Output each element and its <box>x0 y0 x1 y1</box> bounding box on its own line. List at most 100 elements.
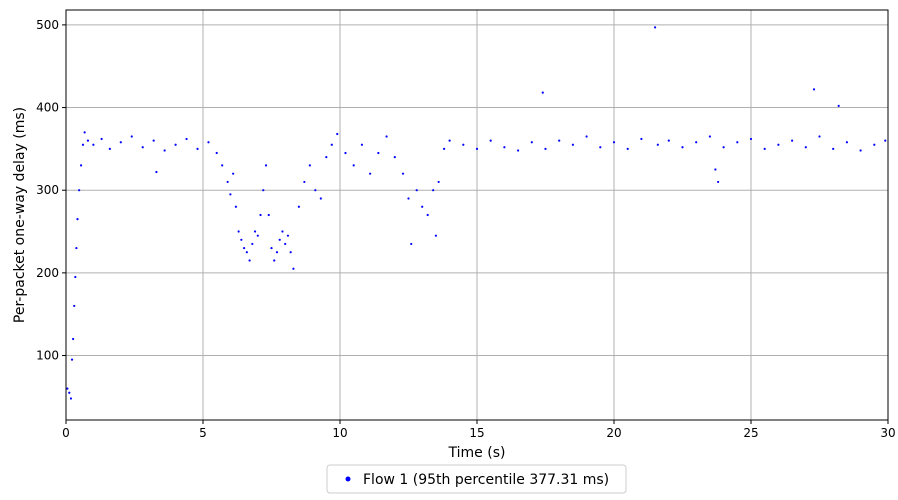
y-tick-label: 100 <box>36 349 59 363</box>
data-point <box>736 141 739 144</box>
data-point <box>73 304 76 308</box>
data-point <box>100 137 103 141</box>
data-point <box>708 135 712 138</box>
data-point <box>226 180 229 184</box>
x-tick-label: 25 <box>743 426 758 440</box>
data-point <box>86 139 90 142</box>
data-point <box>336 132 339 136</box>
data-point <box>207 141 210 144</box>
data-point <box>448 139 451 142</box>
data-point <box>415 189 418 192</box>
data-point <box>777 143 780 146</box>
data-point <box>544 147 547 150</box>
data-point <box>717 180 720 184</box>
data-point <box>108 147 111 150</box>
data-point <box>66 387 69 390</box>
data-point <box>558 139 561 142</box>
data-point <box>360 143 364 146</box>
data-point <box>74 275 77 279</box>
data-point <box>832 147 835 150</box>
data-point <box>155 170 158 174</box>
data-point <box>278 238 281 241</box>
x-tick-label: 10 <box>332 426 347 440</box>
data-point <box>837 104 840 107</box>
data-point <box>259 213 262 217</box>
data-point <box>248 259 251 262</box>
data-point <box>462 143 465 146</box>
data-point <box>818 135 821 138</box>
data-point <box>722 146 725 149</box>
data-point <box>489 139 492 142</box>
data-point <box>884 139 887 142</box>
data-point <box>69 397 73 400</box>
data-point <box>275 251 279 254</box>
data-point <box>83 131 86 134</box>
data-point <box>251 242 254 246</box>
data-point <box>517 149 520 152</box>
data-point <box>273 259 276 262</box>
data-point <box>76 218 79 221</box>
data-point <box>130 135 133 138</box>
x-tick-label: 20 <box>606 426 621 440</box>
data-point <box>432 189 435 192</box>
data-point <box>626 147 629 150</box>
data-point <box>407 197 410 200</box>
data-point <box>234 205 237 208</box>
data-point <box>185 137 188 141</box>
data-point <box>352 164 355 167</box>
x-tick-label: 15 <box>469 426 484 440</box>
data-point <box>845 141 849 144</box>
y-tick-label: 300 <box>36 183 59 197</box>
data-point <box>503 146 506 149</box>
data-point <box>119 141 122 144</box>
data-point <box>215 151 218 155</box>
data-point <box>401 172 405 175</box>
data-point <box>75 246 78 250</box>
legend-marker <box>345 476 351 482</box>
data-point <box>267 213 270 217</box>
data-point <box>245 251 248 254</box>
data-point <box>695 141 698 144</box>
data-point <box>654 26 657 29</box>
data-point <box>749 137 753 141</box>
grid <box>65 10 889 420</box>
data-point <box>325 156 328 159</box>
data-point <box>174 143 177 146</box>
data-point <box>541 91 544 94</box>
x-tick-label: 5 <box>199 426 207 440</box>
data-point <box>253 230 257 233</box>
data-point <box>72 337 75 341</box>
data-point <box>681 146 684 149</box>
data-point <box>393 156 396 159</box>
data-point <box>292 267 295 270</box>
legend: Flow 1 (95th percentile 377.31 ms) <box>326 464 627 494</box>
data-point <box>369 172 372 175</box>
y-tick-label: 200 <box>36 266 59 280</box>
y-tick-label: 400 <box>36 101 59 115</box>
data-point <box>612 141 616 144</box>
data-point <box>163 149 166 152</box>
data-point <box>232 172 235 175</box>
data-point <box>79 164 83 167</box>
data-point <box>763 147 766 150</box>
data-point <box>229 193 232 196</box>
data-point <box>437 180 440 184</box>
data-point <box>68 391 71 394</box>
data-point <box>571 143 575 146</box>
data-point <box>152 139 155 142</box>
data-point <box>256 234 259 237</box>
data-point <box>344 151 347 155</box>
data-point <box>308 164 311 167</box>
data-point <box>791 139 794 142</box>
data-point <box>262 189 265 192</box>
legend-box <box>326 464 627 494</box>
data-point <box>141 146 144 149</box>
data-point <box>314 189 317 192</box>
data-point <box>281 230 284 233</box>
data-point <box>475 147 479 150</box>
data-point <box>240 238 243 241</box>
data-point <box>78 189 81 192</box>
data-point <box>70 358 74 361</box>
y-tick-label: 500 <box>36 18 59 32</box>
